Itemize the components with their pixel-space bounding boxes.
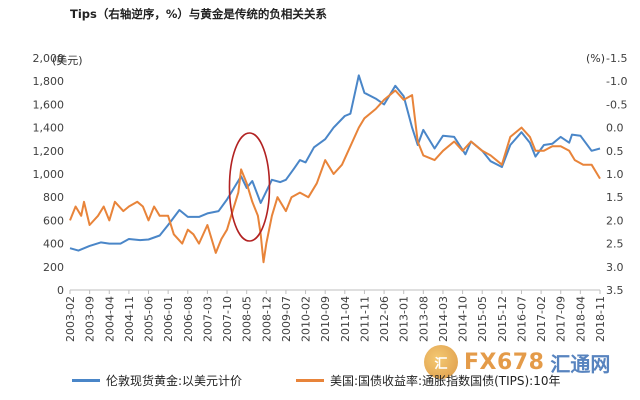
x-tick-label: 2011-04 xyxy=(339,296,352,342)
left-tick-label: 2,000 xyxy=(33,52,65,65)
legend-swatch-tips xyxy=(296,379,324,382)
x-tick-label: 2014-03 xyxy=(437,296,450,342)
x-tick-label: 2004-11 xyxy=(123,296,136,342)
left-tick-label: 1,200 xyxy=(33,145,65,158)
left-tick-label: 1,800 xyxy=(33,75,65,88)
x-tick-label: 2008-12 xyxy=(260,296,273,342)
x-tick-label: 2011-11 xyxy=(358,296,371,342)
x-tick-label: 2017-09 xyxy=(555,296,568,342)
left-tick-label: 200 xyxy=(43,261,64,274)
x-tick-label: 2017-02 xyxy=(535,296,548,342)
legend-swatch-gold xyxy=(72,379,100,382)
x-tick-label: 2013-01 xyxy=(398,296,411,342)
x-tick-label: 2015-05 xyxy=(476,296,489,342)
tips-yield-line xyxy=(69,89,601,264)
right-axis-unit: (%) xyxy=(586,52,606,65)
x-tick-label: 2014-10 xyxy=(457,296,470,342)
x-tick-label: 2003-09 xyxy=(84,296,97,342)
gold-price-line xyxy=(69,74,601,252)
legend-label-tips: 美国:国债收益率:通胀指数国债(TIPS):10年 xyxy=(330,374,561,388)
right-tick-label: 1.0 xyxy=(606,168,624,181)
highlight-ellipse xyxy=(228,132,271,242)
right-tick-label: -0.5 xyxy=(606,98,627,111)
left-axis-unit: (美元) xyxy=(52,54,83,67)
x-tick-label: 2010-02 xyxy=(300,296,313,342)
left-tick-label: 400 xyxy=(43,238,64,251)
x-tick-label: 2007-03 xyxy=(201,296,214,342)
watermark-brand-cn: 汇通网 xyxy=(550,351,611,376)
left-tick-label: 600 xyxy=(43,214,64,227)
x-tick-label: 2009-07 xyxy=(280,296,293,342)
legend-item-tips: 美国:国债收益率:通胀指数国债(TIPS):10年 xyxy=(296,372,561,389)
left-tick-label: 800 xyxy=(43,191,64,204)
x-tick-label: 2015-12 xyxy=(496,296,509,342)
watermark-brand: FX678 xyxy=(464,349,545,375)
right-tick-label: -1.0 xyxy=(606,75,627,88)
chart-title: Tips（右轴逆序，%）与黄金是传统的负相关关系 xyxy=(70,7,327,21)
right-tick-label: 3.5 xyxy=(606,284,624,297)
left-tick-label: 0 xyxy=(57,284,64,297)
right-tick-label: 3.0 xyxy=(606,261,624,274)
x-tick-label: 2018-11 xyxy=(594,296,607,342)
legend-label-gold: 伦敦现货黄金:以美元计价 xyxy=(106,374,243,388)
right-tick-label: 2.0 xyxy=(606,214,624,227)
right-tick-label: 0.5 xyxy=(606,145,624,158)
left-tick-label: 1,400 xyxy=(33,122,65,135)
right-tick-label: -1.5 xyxy=(606,52,627,65)
legend-item-gold: 伦敦现货黄金:以美元计价 xyxy=(72,372,242,389)
watermark-logo: 汇 xyxy=(424,345,458,379)
left-tick-label: 1,600 xyxy=(33,98,65,111)
x-tick-label: 2013-08 xyxy=(417,296,430,342)
x-tick-label: 2008-05 xyxy=(241,296,254,342)
x-tick-label: 2006-08 xyxy=(182,296,195,342)
right-tick-label: 1.5 xyxy=(606,191,624,204)
right-tick-label: 0.0 xyxy=(606,122,624,135)
watermark: 汇 FX678 汇通网 xyxy=(424,344,624,380)
x-tick-label: 2006-01 xyxy=(162,296,175,342)
x-tick-label: 2004-04 xyxy=(103,296,116,342)
right-tick-label: 2.5 xyxy=(606,238,624,251)
x-tick-label: 2012-06 xyxy=(378,296,391,342)
left-tick-label: 1,000 xyxy=(33,168,65,181)
x-tick-label: 2010-09 xyxy=(319,296,332,342)
x-tick-label: 2018-04 xyxy=(574,296,587,342)
x-tick-label: 2007-10 xyxy=(221,296,234,342)
x-tick-label: 2003-02 xyxy=(64,296,77,342)
x-tick-label: 2005-06 xyxy=(143,296,156,342)
x-tick-label: 2016-07 xyxy=(515,296,528,342)
